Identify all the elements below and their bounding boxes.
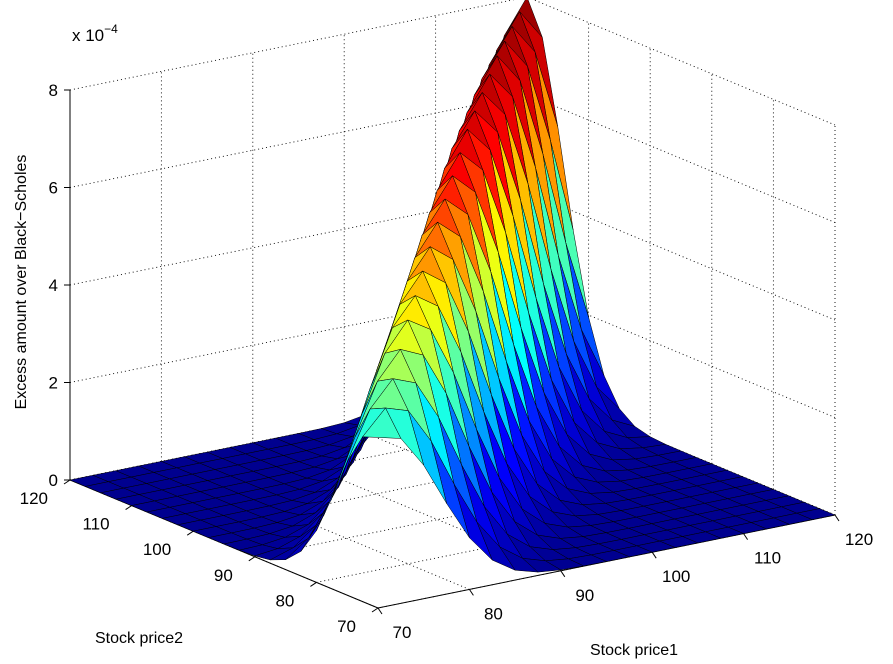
y-tick-label: 120 [20,489,48,508]
x-axis-label: Stock price1 [590,642,678,659]
y-tick-mark [186,530,194,536]
z-scale-exponent: −4 [104,22,118,36]
x-tick-label: 110 [754,549,781,568]
z-tick-label: 8 [49,81,58,100]
x-tick-label: 90 [575,586,594,605]
grid-line [69,0,515,91]
grid-line [69,94,528,188]
y-tick-mark [125,505,132,511]
x-tick-label: 70 [393,623,412,642]
x-tick-mark [834,514,840,522]
y-tick-mark [310,581,317,587]
z-tick-label: 2 [49,374,58,393]
z-tick-label: 6 [49,179,58,198]
y-tick-mark [63,479,71,485]
z-tick-label: 0 [49,471,58,490]
z-axis-label: Excess amount over Black−Scholes [13,155,30,410]
grid-line [526,94,836,223]
y-tick-mark [248,556,256,562]
tick-labels: 0 2 4 6 8 70 80 90 100 110 120 70 80 90 100 110 120 [20,81,874,642]
y-tick-label: 80 [275,591,294,610]
y-tick-label: 100 [143,540,171,559]
z-scale-factor: x 10−4 [72,22,118,45]
x-tick-mark [651,551,657,559]
x-tick-mark [743,533,749,540]
y-tick-mark [371,607,379,613]
x-tick-mark [468,589,474,596]
x-tick-label: 100 [662,567,690,586]
surface [69,0,836,573]
z-tick-label: 4 [49,276,58,295]
x-tick-label: 80 [484,604,503,623]
x-tick-mark [377,607,383,615]
y-tick-label: 70 [337,617,356,636]
z-scale-base: x 10 [72,26,104,45]
grid-line [533,0,836,126]
surface-patch [362,407,402,439]
x-tick-mark [560,570,566,578]
y-tick-label: 90 [214,566,233,585]
y-tick-label: 110 [82,515,109,534]
y-axis-label: Stock price2 [95,630,183,647]
x-tick-label: 120 [845,530,873,549]
